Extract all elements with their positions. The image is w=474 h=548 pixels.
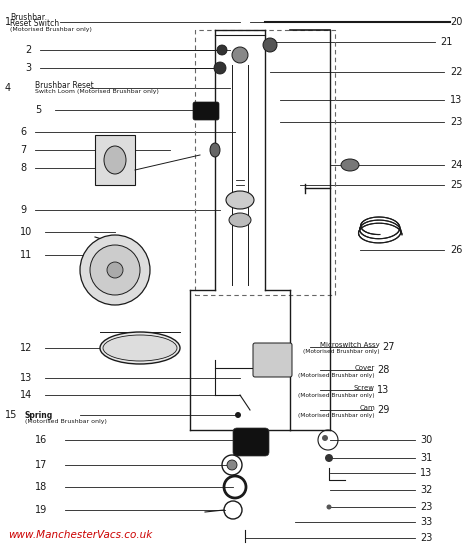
Text: 13: 13 xyxy=(377,385,389,395)
Text: Cam: Cam xyxy=(359,405,375,411)
Circle shape xyxy=(322,435,328,441)
Ellipse shape xyxy=(100,332,180,364)
Text: Microswitch Assy: Microswitch Assy xyxy=(320,342,380,348)
Text: 20: 20 xyxy=(450,17,462,27)
Text: 31: 31 xyxy=(420,453,432,463)
Text: 13: 13 xyxy=(20,373,32,383)
Circle shape xyxy=(232,47,248,63)
Ellipse shape xyxy=(226,191,254,209)
Text: 5: 5 xyxy=(35,105,41,115)
Text: 23: 23 xyxy=(420,533,432,543)
FancyBboxPatch shape xyxy=(193,102,219,120)
Text: 2: 2 xyxy=(25,45,31,55)
Ellipse shape xyxy=(104,146,126,174)
Text: 19: 19 xyxy=(35,505,47,515)
Text: 9: 9 xyxy=(20,205,26,215)
Text: Reset Switch: Reset Switch xyxy=(10,20,59,28)
Text: 23: 23 xyxy=(450,117,462,127)
Text: (Motorised Brushbar only): (Motorised Brushbar only) xyxy=(298,413,375,418)
Text: 16: 16 xyxy=(35,435,47,445)
Text: 30: 30 xyxy=(420,435,432,445)
Text: 3: 3 xyxy=(25,63,31,73)
Circle shape xyxy=(227,460,237,470)
Text: Screw: Screw xyxy=(354,385,375,391)
FancyBboxPatch shape xyxy=(253,343,292,377)
Circle shape xyxy=(327,505,331,510)
Text: 32: 32 xyxy=(420,485,432,495)
Text: 28: 28 xyxy=(377,365,389,375)
Text: 1: 1 xyxy=(5,17,11,27)
Text: 24: 24 xyxy=(450,160,462,170)
Text: 18: 18 xyxy=(35,482,47,492)
Text: 22: 22 xyxy=(450,67,463,77)
Text: 21: 21 xyxy=(440,37,452,47)
Text: Brushbar: Brushbar xyxy=(10,14,45,22)
Text: 7: 7 xyxy=(20,145,26,155)
Circle shape xyxy=(80,235,150,305)
Text: 4: 4 xyxy=(5,83,11,93)
FancyBboxPatch shape xyxy=(233,428,269,456)
Text: Cover: Cover xyxy=(355,365,375,371)
Text: 13: 13 xyxy=(420,468,432,478)
Text: 26: 26 xyxy=(450,245,462,255)
Text: 23: 23 xyxy=(420,502,432,512)
Circle shape xyxy=(217,45,227,55)
Text: (Motorised Brushbar only): (Motorised Brushbar only) xyxy=(303,350,380,355)
Ellipse shape xyxy=(103,335,177,361)
Bar xyxy=(95,135,135,185)
Text: 29: 29 xyxy=(377,405,389,415)
Text: 33: 33 xyxy=(420,517,432,527)
Text: Brushbar Reset: Brushbar Reset xyxy=(35,81,94,89)
Ellipse shape xyxy=(229,213,251,227)
Circle shape xyxy=(214,62,226,74)
Text: Spring: Spring xyxy=(25,410,53,420)
Text: 10: 10 xyxy=(20,227,32,237)
Text: 6: 6 xyxy=(20,127,26,137)
Text: 13: 13 xyxy=(450,95,462,105)
Circle shape xyxy=(325,454,333,462)
Ellipse shape xyxy=(210,143,220,157)
Circle shape xyxy=(90,245,140,295)
Text: 15: 15 xyxy=(5,410,18,420)
Text: (Motorised Brushbar only): (Motorised Brushbar only) xyxy=(10,27,92,32)
Bar xyxy=(195,30,335,295)
Ellipse shape xyxy=(341,159,359,171)
Text: (Motorised Brushbar only): (Motorised Brushbar only) xyxy=(25,420,107,425)
Circle shape xyxy=(107,262,123,278)
Text: 12: 12 xyxy=(20,343,32,353)
Text: 14: 14 xyxy=(20,390,32,400)
Text: www.ManchesterVacs.co.uk: www.ManchesterVacs.co.uk xyxy=(8,530,152,540)
Circle shape xyxy=(263,38,277,52)
Text: 25: 25 xyxy=(450,180,463,190)
Text: Switch Loom (Motorised Brushbar only): Switch Loom (Motorised Brushbar only) xyxy=(35,88,159,94)
Text: 8: 8 xyxy=(20,163,26,173)
Text: (Motorised Brushbar only): (Motorised Brushbar only) xyxy=(298,392,375,397)
Text: 17: 17 xyxy=(35,460,47,470)
Text: 27: 27 xyxy=(382,342,394,352)
Text: (Motorised Brushbar only): (Motorised Brushbar only) xyxy=(298,373,375,378)
Circle shape xyxy=(235,412,241,418)
Text: 11: 11 xyxy=(20,250,32,260)
